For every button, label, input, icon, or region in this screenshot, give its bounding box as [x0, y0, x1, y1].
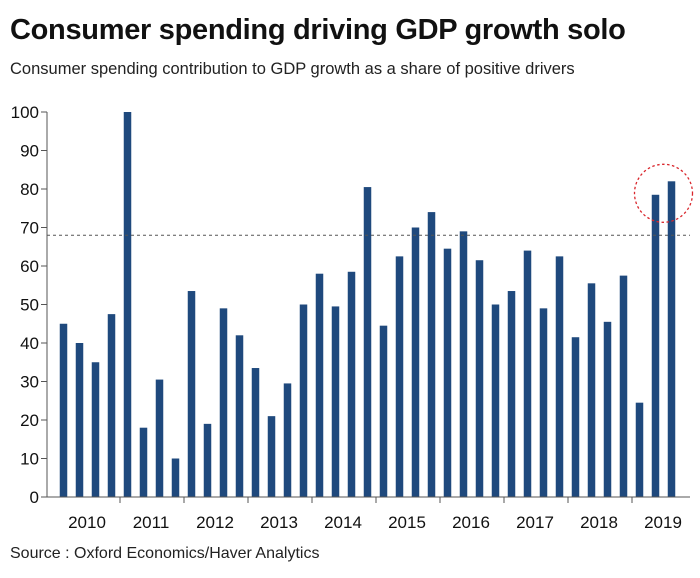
bar: [331, 306, 340, 497]
bar: [491, 304, 500, 497]
bar: [123, 112, 132, 497]
bar: [523, 250, 532, 497]
bar: [299, 304, 308, 497]
bar: [155, 379, 164, 497]
bar: [75, 343, 84, 497]
y-tick-label: 80: [20, 180, 39, 199]
bar: [555, 256, 564, 497]
x-tick-label: 2017: [516, 513, 554, 532]
y-tick-label: 10: [20, 450, 39, 469]
y-tick-label: 60: [20, 257, 39, 276]
bar: [507, 291, 516, 497]
bar: [171, 458, 180, 497]
bar: [443, 248, 452, 497]
y-tick-label: 100: [11, 103, 39, 122]
bar: [635, 402, 644, 497]
bar: [651, 194, 660, 497]
x-tick-label: 2011: [133, 513, 170, 532]
chart-source: Source : Oxford Economics/Haver Analytic…: [10, 545, 320, 562]
bar: [187, 291, 196, 497]
bar: [59, 323, 68, 497]
chart-title: Consumer spending driving GDP growth sol…: [10, 14, 626, 46]
bars: [59, 112, 676, 498]
chart-subtitle: Consumer spending contribution to GDP gr…: [10, 60, 575, 78]
x-tick-label: 2019: [644, 513, 682, 532]
y-tick-label: 90: [20, 142, 39, 161]
bar: [235, 335, 244, 497]
bar: [219, 308, 228, 497]
bar: [587, 283, 596, 497]
y-tick-label: 40: [20, 334, 39, 353]
y-tick-label: 50: [20, 296, 39, 315]
bar: [107, 314, 116, 497]
bar: [539, 308, 548, 497]
annotations: [47, 163, 694, 236]
y-tick-label: 0: [30, 488, 39, 507]
bar: [667, 181, 676, 498]
bar: [395, 256, 404, 497]
y-axis: 0 10 20 30 40 50 60 70 80 90 100: [11, 103, 48, 507]
bar: [571, 337, 580, 497]
bar: [619, 275, 628, 497]
x-tick-label: 2014: [324, 513, 362, 532]
bar: [139, 427, 148, 497]
x-tick-label: 2013: [260, 513, 298, 532]
bar: [283, 383, 292, 497]
bar: [475, 260, 484, 497]
bar: [315, 273, 324, 497]
bar: [363, 187, 372, 497]
bar: [251, 368, 260, 497]
y-tick-label: 30: [20, 373, 39, 392]
x-axis: 2010 2011 2012 2013 2014 2015 2016 2017 2018 2019: [47, 496, 690, 532]
x-tick-label: 2018: [580, 513, 618, 532]
bar: [411, 227, 420, 497]
x-tick-label: 2010: [68, 513, 106, 532]
bar: [379, 325, 388, 497]
y-tick-label: 70: [20, 219, 39, 238]
y-tick-label: 20: [20, 411, 39, 430]
bar: [267, 416, 276, 497]
x-tick-label: 2015: [388, 513, 426, 532]
x-tick-label: 2012: [196, 513, 234, 532]
bar: [347, 271, 356, 497]
bar: [459, 231, 468, 497]
highlight-circle: [633, 163, 694, 223]
bar: [427, 212, 436, 497]
bar: [603, 321, 612, 497]
bar: [203, 423, 212, 497]
x-tick-label: 2016: [452, 513, 490, 532]
bar: [91, 362, 100, 497]
